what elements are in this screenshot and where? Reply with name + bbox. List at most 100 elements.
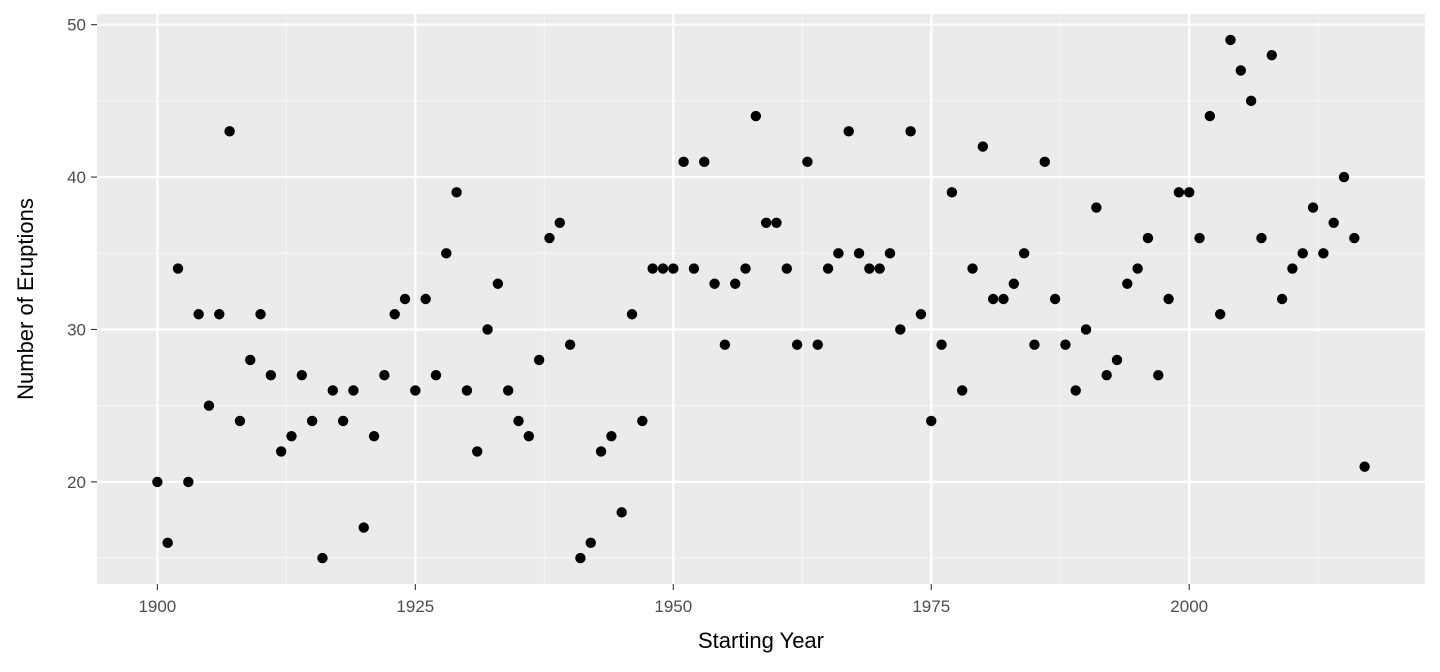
- data-point: [410, 385, 421, 396]
- data-point: [750, 110, 762, 122]
- data-point: [719, 339, 731, 350]
- data-point: [368, 430, 380, 442]
- data-point: [657, 263, 669, 274]
- data-point: [1173, 187, 1185, 198]
- data-point: [1194, 232, 1205, 244]
- data-point: [1060, 339, 1071, 350]
- data-point: [172, 263, 184, 274]
- data-point: [585, 537, 596, 549]
- data-point: [1256, 232, 1267, 244]
- data-point: [864, 263, 875, 274]
- x-axis-title: Starting Year: [698, 628, 824, 653]
- data-point: [895, 324, 906, 335]
- data-point: [286, 430, 297, 442]
- data-point: [1245, 95, 1257, 107]
- x-tick-label: 1925: [396, 597, 434, 616]
- data-point: [874, 263, 885, 274]
- x-tick-label: 1975: [912, 597, 950, 616]
- data-point: [884, 248, 896, 259]
- data-point: [802, 156, 813, 168]
- data-point: [1338, 171, 1350, 183]
- data-point: [193, 309, 204, 320]
- data-point: [771, 217, 782, 228]
- data-point: [513, 415, 524, 427]
- data-point: [812, 339, 823, 350]
- data-point: [389, 309, 400, 320]
- x-tick-label: 1950: [654, 597, 692, 616]
- data-point: [575, 552, 586, 564]
- data-point: [1307, 202, 1319, 213]
- data-point: [1318, 248, 1329, 259]
- data-point: [1328, 217, 1339, 228]
- data-point: [203, 400, 215, 411]
- data-point: [1122, 278, 1133, 289]
- data-point: [1359, 461, 1370, 472]
- data-point: [1091, 202, 1102, 213]
- data-point: [461, 385, 473, 396]
- data-point: [492, 278, 504, 289]
- data-point: [616, 507, 627, 518]
- data-point: [1287, 263, 1298, 274]
- x-axis-ticks: 1900 1925 1950 1975 2000: [138, 584, 1208, 616]
- data-point: [255, 309, 266, 320]
- data-point: [1018, 248, 1030, 259]
- data-point: [523, 430, 535, 442]
- data-point: [833, 248, 844, 259]
- data-point: [162, 537, 173, 549]
- y-tick-label: 20: [67, 473, 86, 492]
- data-point: [234, 415, 246, 427]
- minor-gridlines: [97, 14, 1425, 584]
- data-point: [1184, 187, 1195, 198]
- data-point: [1070, 385, 1081, 396]
- data-point: [275, 446, 287, 457]
- data-point: [678, 156, 689, 168]
- data-point: [926, 415, 937, 427]
- data-point: [472, 446, 483, 457]
- data-point: [946, 187, 958, 198]
- data-point: [317, 552, 328, 564]
- data-point: [905, 126, 916, 137]
- data-point: [420, 293, 431, 305]
- data-point: [1049, 293, 1061, 305]
- data-point: [1132, 263, 1143, 274]
- data-point: [957, 385, 968, 396]
- data-point: [843, 126, 854, 137]
- data-point: [1039, 156, 1050, 168]
- data-point: [967, 263, 978, 274]
- data-point: [1235, 65, 1247, 76]
- y-tick-label: 40: [67, 168, 86, 187]
- y-tick-label: 50: [67, 16, 86, 35]
- data-point: [1101, 370, 1112, 381]
- y-tick-label: 30: [67, 320, 86, 339]
- data-point: [1080, 324, 1092, 335]
- x-tick-label: 2000: [1170, 597, 1208, 616]
- data-point: [430, 370, 442, 381]
- data-point: [709, 278, 720, 289]
- major-gridlines: [97, 14, 1425, 584]
- data-point: [781, 263, 792, 274]
- data-point: [987, 293, 999, 305]
- data-point: [451, 187, 462, 198]
- data-point: [853, 248, 865, 259]
- data-point: [740, 263, 751, 274]
- x-tick-label: 1900: [138, 597, 176, 616]
- data-point: [1214, 309, 1226, 320]
- data-point: [1266, 49, 1277, 61]
- data-point: [1153, 370, 1164, 381]
- data-point: [1142, 232, 1154, 244]
- data-point: [626, 309, 638, 320]
- data-point: [1204, 110, 1216, 122]
- data-point: [306, 415, 318, 427]
- data-point: [265, 370, 277, 381]
- data-point: [688, 263, 700, 274]
- data-point: [730, 278, 741, 289]
- y-axis-ticks: 20 30 40 50: [67, 16, 97, 492]
- data-point: [1297, 248, 1308, 259]
- data-point: [1008, 278, 1020, 289]
- y-axis-title: Number of Eruptions: [13, 198, 38, 400]
- data-point: [399, 293, 411, 305]
- data-point: [1276, 293, 1288, 305]
- data-point: [564, 339, 576, 350]
- data-point: [358, 522, 369, 533]
- data-point: [348, 385, 359, 396]
